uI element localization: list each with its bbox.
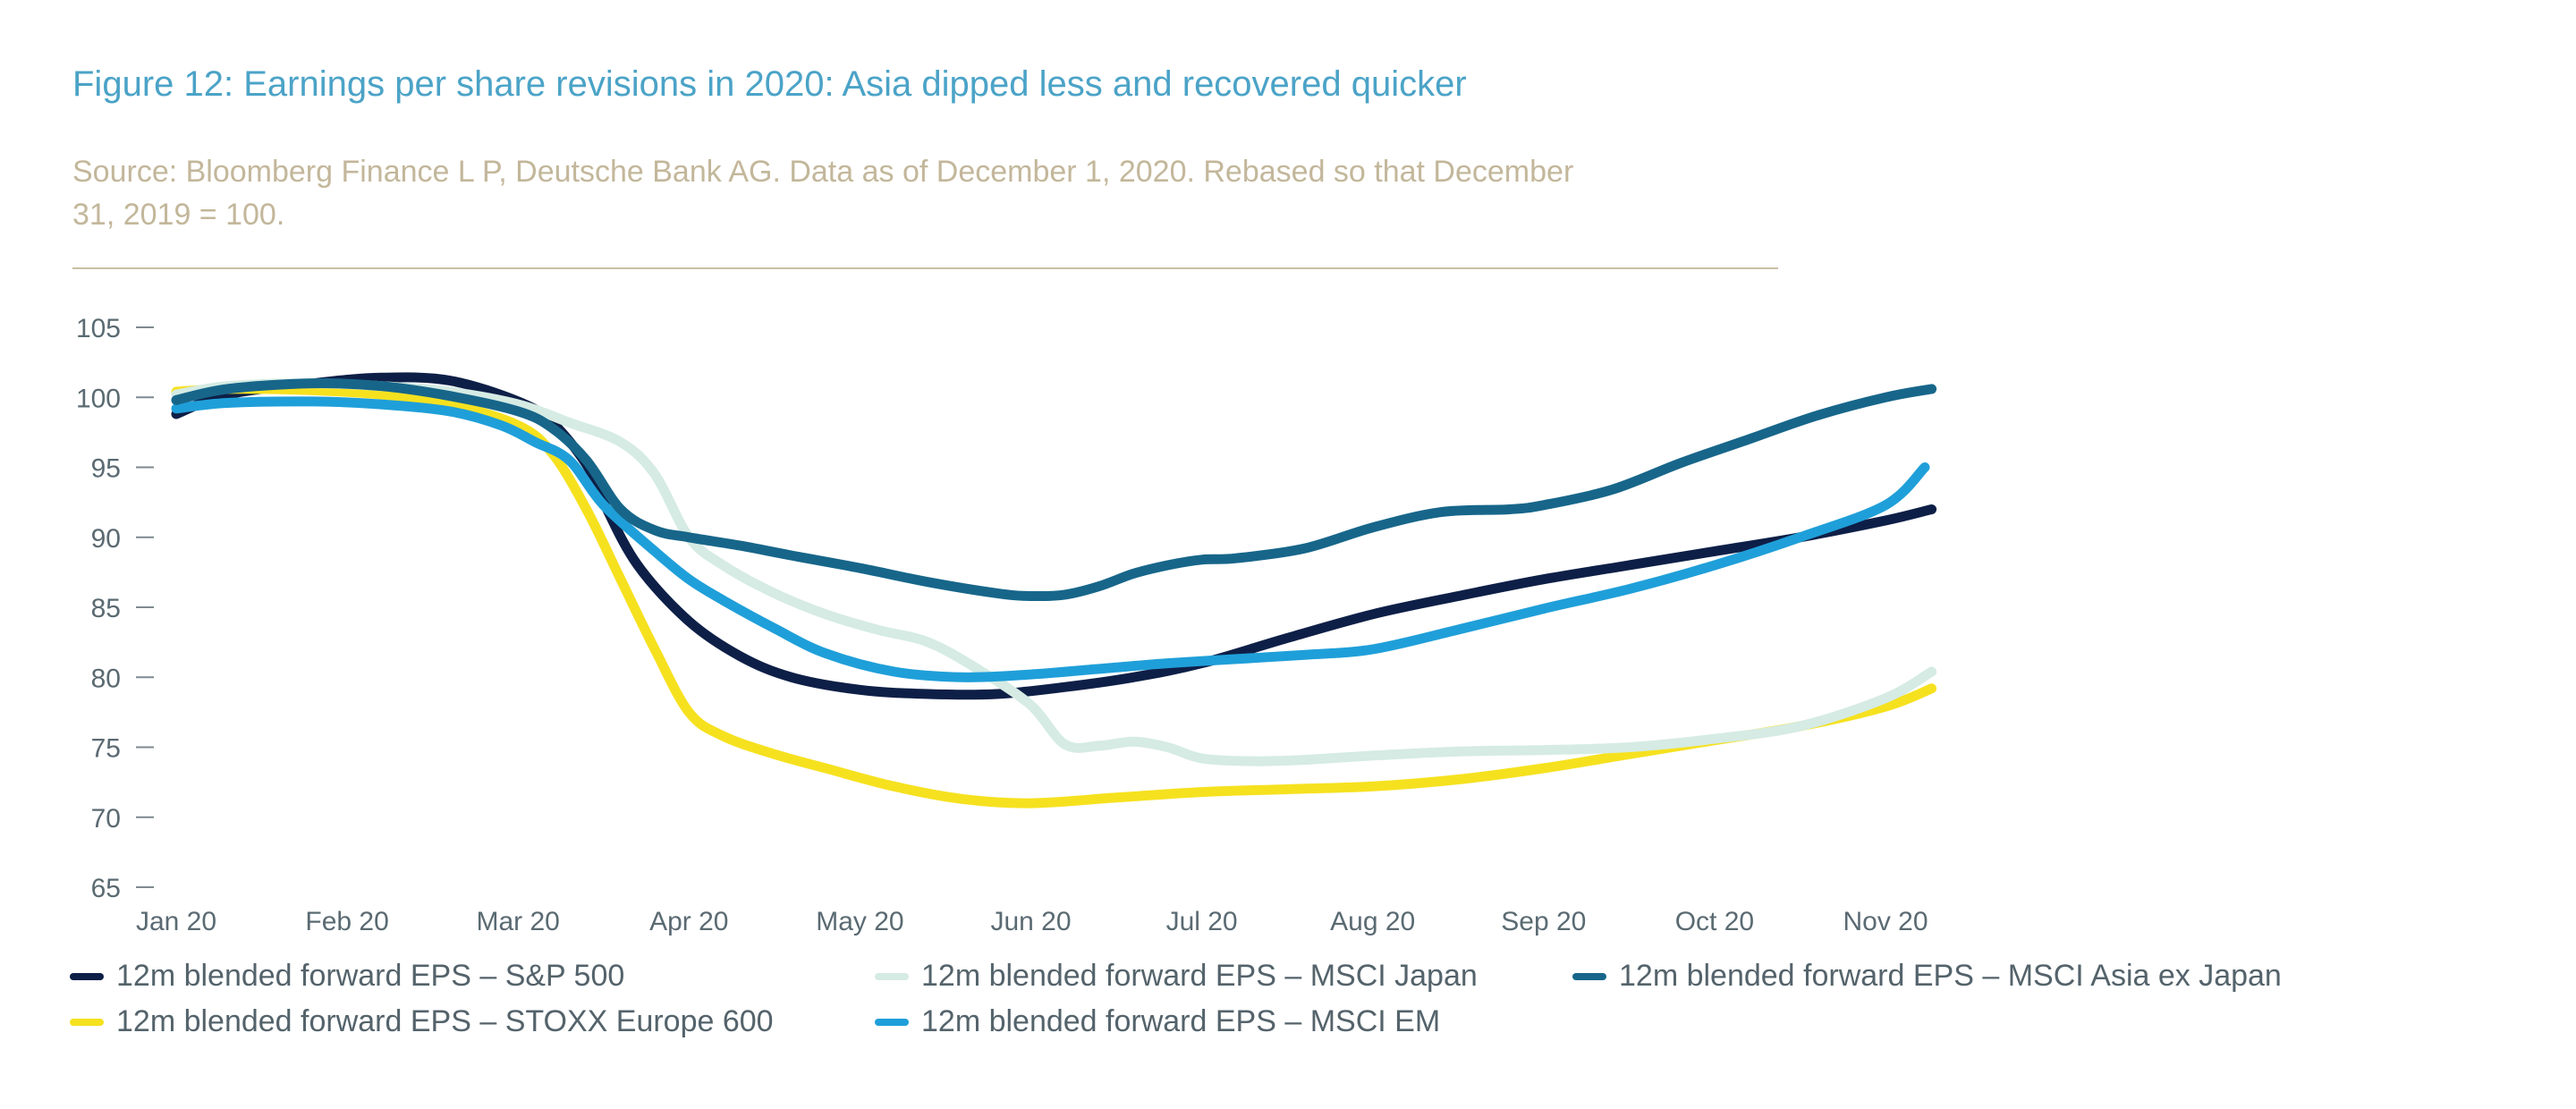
x-tick-label-nov-20: Nov 20 xyxy=(1843,907,1928,936)
y-tick-label-85: 85 xyxy=(91,594,121,623)
series-line-msci-asia-ex-japan xyxy=(171,377,1937,602)
x-tick-label-jan-20: Jan 20 xyxy=(136,907,216,936)
legend-label-msci-em: 12m blended forward EPS – MSCI EM xyxy=(921,1004,1441,1038)
legend-item-msci-em: 12m blended forward EPS – MSCI EM xyxy=(875,1004,1440,1039)
legend-item-stoxx-europe-600: 12m blended forward EPS – STOXX Europe 6… xyxy=(70,1004,774,1039)
legend-item-msci-japan: 12m blended forward EPS – MSCI Japan xyxy=(875,959,1478,994)
x-tick-label-mar-20: Mar 20 xyxy=(477,907,560,936)
y-tick-label-105: 105 xyxy=(76,314,121,343)
x-tick-label-aug-20: Aug 20 xyxy=(1330,907,1415,936)
x-tick-label-may-20: May 20 xyxy=(816,907,903,936)
header-divider xyxy=(72,267,1778,269)
legend-swatch-msci-asia-ex-japan xyxy=(1572,972,1606,980)
legend-swatch-stoxx-europe-600 xyxy=(70,1018,104,1026)
legend-label-msci-asia-ex-japan: 12m blended forward EPS – MSCI Asia ex J… xyxy=(1619,959,2282,993)
legend-label-sp500: 12m blended forward EPS – S&P 500 xyxy=(116,959,625,993)
series-line-sp500 xyxy=(171,372,1937,700)
series-line-stoxx-europe-600 xyxy=(171,384,1937,808)
legend-label-stoxx-europe-600: 12m blended forward EPS – STOXX Europe 6… xyxy=(116,1004,774,1038)
eps-revisions-line-chart: 105 100 95 90 85 80 75 70 65 Jan 20 Feb 20 Mar 20 A… xyxy=(76,314,1937,936)
legend-swatch-msci-em xyxy=(875,1018,909,1026)
x-tick-label-jul-20: Jul 20 xyxy=(1166,907,1238,936)
series-lines xyxy=(171,372,1937,808)
series-line-msci-japan xyxy=(171,378,1937,766)
chart-title: Figure 12: Earnings per share revisions … xyxy=(72,64,1467,104)
x-tick-label-jun-20: Jun 20 xyxy=(990,907,1071,936)
x-tick-label-oct-20: Oct 20 xyxy=(1675,907,1754,936)
legend-swatch-msci-japan xyxy=(875,972,909,980)
y-tick-label-80: 80 xyxy=(91,664,121,693)
y-tick-label-90: 90 xyxy=(91,524,121,554)
y-axis: 105 100 95 90 85 80 75 70 65 xyxy=(76,314,154,903)
y-tick-label-75: 75 xyxy=(91,734,121,764)
x-tick-label-feb-20: Feb 20 xyxy=(305,907,388,936)
legend-item-msci-asia-ex-japan: 12m blended forward EPS – MSCI Asia ex J… xyxy=(1572,959,2282,994)
x-tick-label-apr-20: Apr 20 xyxy=(649,907,728,936)
chart-source-note: Source: Bloomberg Finance L P, Deutsche … xyxy=(72,155,1574,232)
y-tick-label-70: 70 xyxy=(91,804,121,834)
y-tick-label-100: 100 xyxy=(76,384,121,413)
legend-item-sp500: 12m blended forward EPS – S&P 500 xyxy=(70,959,624,994)
y-tick-label-65: 65 xyxy=(91,874,121,903)
x-tick-label-sep-20: Sep 20 xyxy=(1501,907,1586,936)
y-tick-label-95: 95 xyxy=(91,454,121,484)
legend-swatch-sp500 xyxy=(70,972,104,980)
x-axis: Jan 20 Feb 20 Mar 20 Apr 20 May 20 Jun 20 Jul … xyxy=(136,907,1928,936)
series-line-msci-em xyxy=(171,396,1930,682)
legend-label-msci-japan: 12m blended forward EPS – MSCI Japan xyxy=(921,959,1478,993)
